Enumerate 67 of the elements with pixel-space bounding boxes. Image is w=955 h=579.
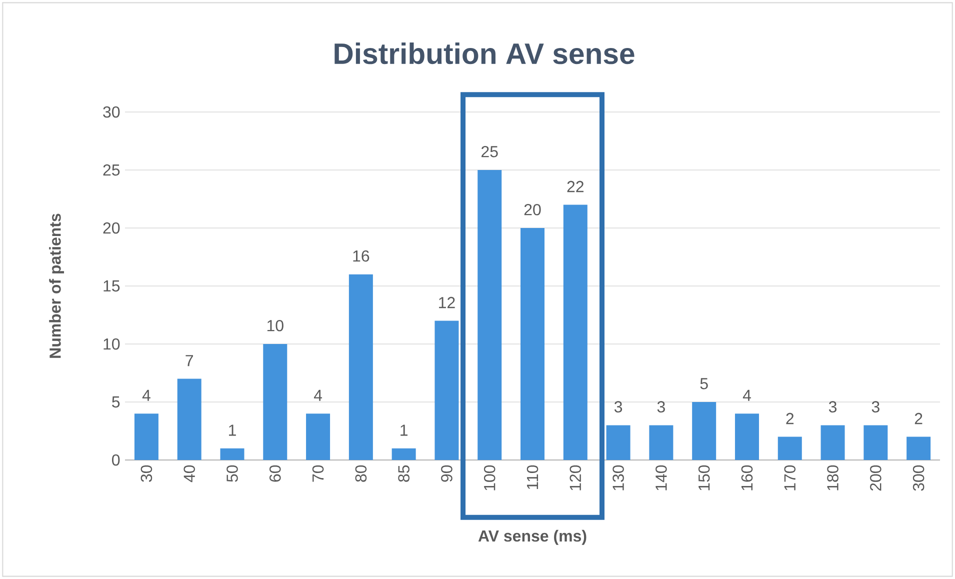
x-tick-label: 90 [441, 465, 452, 482]
bar [734, 414, 759, 460]
bar [348, 274, 373, 460]
data-label: 3 [828, 401, 837, 412]
x-tick-label: 300 [912, 465, 924, 491]
data-label: 22 [567, 180, 584, 192]
bar [263, 344, 288, 460]
y-tick-label: 25 [103, 164, 120, 176]
bar [177, 378, 202, 460]
x-tick-label: 50 [226, 465, 238, 482]
x-tick-label: 100 [484, 465, 496, 490]
bar [478, 170, 502, 460]
data-label: 1 [229, 424, 236, 436]
x-tick-label: 110 [526, 465, 538, 490]
bar [392, 448, 416, 460]
y-tick-label: 15 [104, 280, 120, 292]
data-label: 4 [142, 390, 150, 401]
x-tick-label: 180 [827, 465, 838, 490]
chart-title: Distribution AV sense [334, 42, 634, 64]
y-tick-label: 30 [103, 106, 120, 118]
y-axis-title: Number of patients [49, 214, 64, 358]
bar [864, 425, 888, 460]
data-label: 4 [314, 390, 322, 401]
bar [520, 228, 545, 460]
bar [434, 320, 459, 460]
bar [220, 448, 244, 460]
data-label: 12 [439, 296, 455, 308]
bar [306, 414, 330, 460]
x-tick-label: 200 [870, 465, 882, 491]
x-tick-label: 130 [612, 465, 624, 490]
data-label: 16 [353, 250, 370, 262]
data-label: 4 [742, 390, 751, 401]
y-tick-label: 20 [103, 222, 120, 234]
data-label: 3 [657, 401, 665, 412]
y-tick-label: 0 [112, 454, 120, 466]
bar [778, 436, 802, 460]
bar [820, 425, 845, 460]
data-label: 20 [524, 204, 541, 216]
bar [563, 204, 588, 460]
data-label: 10 [267, 320, 284, 332]
x-axis-title: AV sense (ms) [478, 530, 586, 545]
data-label: 2 [786, 412, 794, 424]
data-label: 2 [914, 412, 922, 424]
x-tick-label: 40 [184, 465, 195, 482]
x-tick-label: 30 [140, 465, 152, 482]
bar [606, 425, 630, 460]
x-tick-label: 160 [741, 465, 753, 490]
data-label: 3 [872, 401, 880, 412]
data-label: 25 [482, 146, 498, 158]
x-tick-label: 140 [656, 465, 667, 490]
data-label: 7 [186, 355, 193, 366]
x-tick-label: 170 [784, 465, 796, 490]
bar [134, 414, 158, 460]
x-tick-label: 80 [355, 465, 367, 482]
x-tick-label: 150 [698, 465, 710, 490]
x-tick-label: 120 [570, 465, 582, 490]
x-tick-label: 60 [269, 465, 281, 482]
x-tick-label: 70 [312, 465, 324, 482]
bar [692, 402, 716, 460]
bar [906, 436, 931, 460]
data-label: 1 [400, 424, 408, 436]
data-label: 3 [614, 401, 622, 412]
y-tick-label: 5 [112, 396, 120, 408]
x-tick-label: 85 [398, 465, 410, 482]
bar [649, 425, 674, 460]
data-label: 5 [700, 378, 708, 390]
y-tick-label: 10 [104, 338, 120, 350]
